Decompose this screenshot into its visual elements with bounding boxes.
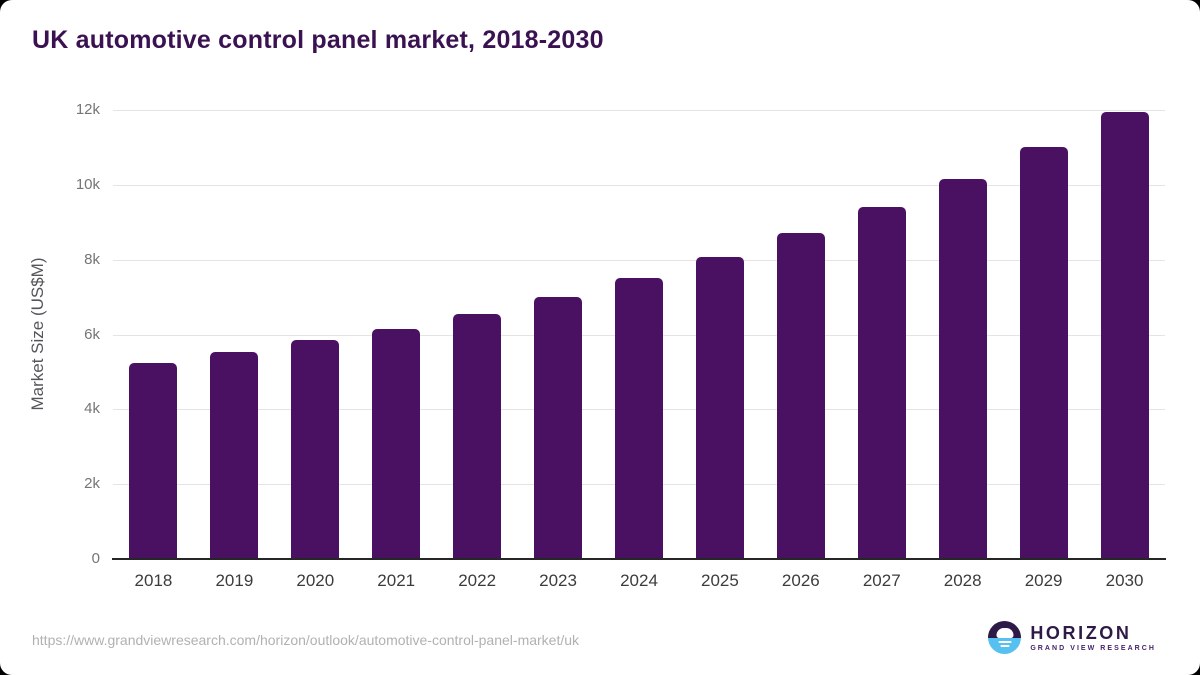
- x-axis-tick-label: 2023: [539, 571, 577, 590]
- x-axis-tick-label: 2029: [1024, 571, 1063, 590]
- bar-2029: [1019, 147, 1068, 559]
- y-axis-tick-label: 6k: [84, 325, 100, 343]
- y-axis-tick-label: 12k: [75, 101, 100, 118]
- bar-2022: [453, 314, 502, 559]
- logo-subtitle: GRAND VIEW RESEARCH: [1030, 644, 1156, 652]
- x-axis-tick-label: 2028: [943, 571, 982, 590]
- source-url: https://www.grandviewresearch.com/horizo…: [32, 632, 580, 648]
- y-axis-tick-label: 10k: [75, 175, 100, 193]
- x-axis-tick-label: 2030: [1105, 571, 1144, 590]
- y-axis-tick-label: 0: [91, 550, 100, 567]
- x-axis-tick-label: 2026: [781, 571, 820, 590]
- x-axis-tick-label: 2020: [296, 571, 335, 590]
- gridline: [113, 259, 1165, 261]
- bar-2025: [695, 257, 744, 559]
- bar-2020: [291, 340, 340, 559]
- plot-area: [113, 110, 1165, 559]
- logo-name: HORIZON: [1030, 622, 1132, 643]
- x-axis-tick-label: 2027: [862, 571, 901, 590]
- bar-2021: [372, 328, 421, 559]
- wave-line: [998, 640, 1012, 643]
- bar-2028: [938, 178, 987, 559]
- bar-2030: [1100, 111, 1149, 559]
- bar-2026: [776, 232, 825, 559]
- logo-text-block: HORIZON GRAND VIEW RESEARCH: [1030, 624, 1156, 652]
- bar-2023: [534, 296, 583, 559]
- gridline: [113, 184, 1165, 186]
- sunrise-over-water-icon: [988, 621, 1022, 654]
- y-axis-tick-label: 2k: [84, 475, 100, 493]
- bar-2024: [615, 278, 663, 559]
- y-axis-tick-label: 4k: [84, 400, 100, 418]
- bar-2027: [857, 207, 906, 559]
- sun-shape: [996, 628, 1014, 638]
- wave-line: [1000, 644, 1010, 647]
- x-axis-tick-label: 2021: [377, 571, 416, 590]
- bar-2018: [129, 362, 178, 559]
- x-axis-tick-label: 2022: [458, 571, 497, 590]
- x-axis-tick-label: 2024: [620, 571, 658, 590]
- chart-title: UK automotive control panel market, 2018…: [32, 26, 604, 54]
- y-axis-tick-label: 8k: [84, 250, 100, 268]
- x-axis-tick-label: 2018: [134, 571, 173, 590]
- x-axis-tick-label: 2025: [701, 571, 739, 590]
- x-axis-line: [112, 558, 1166, 560]
- bar-2019: [210, 352, 259, 559]
- gridline: [113, 110, 1165, 111]
- x-axis-tick-label: 2019: [215, 571, 254, 590]
- horizon-logo: HORIZON GRAND VIEW RESEARCH: [988, 621, 1156, 654]
